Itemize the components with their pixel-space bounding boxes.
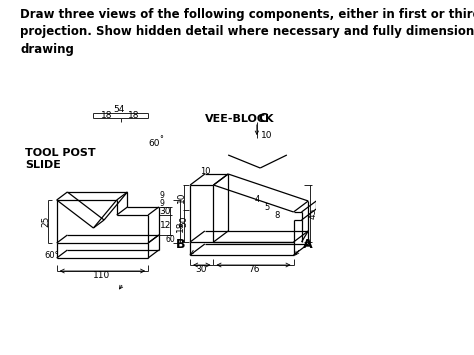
Text: 60: 60: [148, 138, 160, 147]
Text: A: A: [303, 237, 312, 251]
Text: 9: 9: [160, 191, 164, 201]
Text: 54: 54: [114, 105, 125, 115]
Text: VEE-BLOCK: VEE-BLOCK: [205, 114, 274, 124]
Text: 60: 60: [166, 235, 176, 245]
Text: 10: 10: [261, 131, 273, 140]
Text: 9: 9: [160, 200, 164, 208]
Text: Draw three views of the following components, either in first or third angle
pro: Draw three views of the following compon…: [20, 8, 474, 56]
Text: 60°: 60°: [45, 251, 59, 260]
Text: 8: 8: [274, 211, 280, 219]
Text: 30: 30: [196, 266, 207, 274]
Text: °: °: [159, 136, 163, 144]
Text: 4: 4: [254, 196, 259, 204]
Text: 110: 110: [93, 271, 111, 279]
Text: 5: 5: [264, 202, 270, 212]
Text: 45: 45: [309, 207, 318, 219]
Text: 18: 18: [128, 110, 140, 120]
Text: 10: 10: [200, 166, 211, 175]
Text: 10: 10: [177, 191, 186, 203]
Text: 30: 30: [160, 207, 171, 215]
Text: 18: 18: [176, 220, 185, 232]
Text: TOOL POST
SLIDE: TOOL POST SLIDE: [25, 148, 96, 170]
Text: 76: 76: [248, 266, 259, 274]
Text: 50: 50: [179, 215, 188, 227]
Text: 12: 12: [160, 220, 171, 229]
Text: B: B: [176, 237, 185, 251]
Text: 25: 25: [41, 215, 50, 227]
Text: 18: 18: [101, 110, 112, 120]
Text: C: C: [259, 111, 268, 125]
